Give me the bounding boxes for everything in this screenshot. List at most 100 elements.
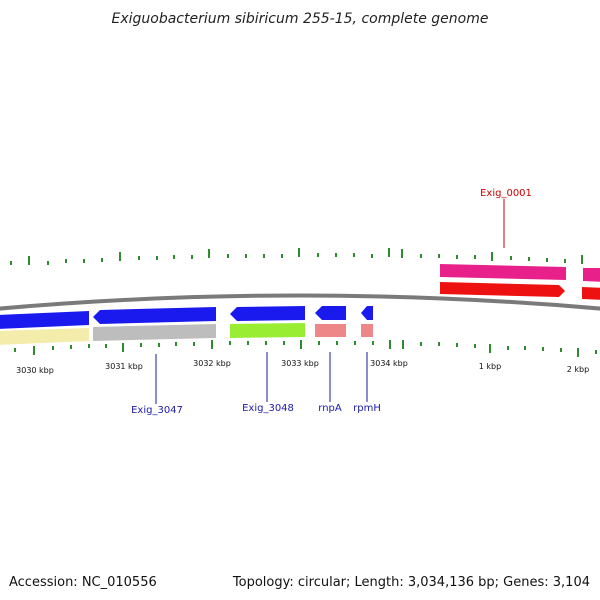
genome-title: Exiguobacterium sibiricum 255-15, comple… [111, 11, 488, 27]
tick-mark [158, 343, 160, 347]
genome-backbone [0, 293, 600, 311]
tick-mark [491, 252, 493, 261]
gene-labels: Exig_0001 Exig_3047 Exig_3048 rnpA rpmH [131, 188, 532, 416]
tick-mark [245, 254, 247, 258]
tick-mark [14, 348, 16, 352]
tick-mark [456, 255, 458, 259]
tick-mark [528, 257, 530, 261]
gene-label-rnpa[interactable]: rnpA [318, 403, 342, 414]
forward-strand-genes [440, 264, 600, 300]
tick-mark [336, 341, 338, 345]
tick-mark [438, 254, 440, 258]
tick-mark [101, 258, 103, 262]
tick-mark [372, 341, 374, 345]
gene-exig-3047-gray[interactable] [93, 324, 216, 341]
tick-mark [389, 340, 391, 349]
gene-label-exig-3048[interactable]: Exig_3048 [242, 403, 294, 414]
accession-text: Accession: NC_010556 [9, 575, 157, 590]
tick-mark [300, 340, 302, 349]
tick-mark [47, 261, 49, 265]
tick-mark [577, 348, 579, 357]
gene-label-exig-3047[interactable]: Exig_3047 [131, 405, 183, 416]
tick-mark [140, 343, 142, 347]
tick-mark [88, 344, 90, 348]
tick-mark [335, 253, 337, 257]
tick-mark [52, 346, 54, 350]
tick-mark [456, 343, 458, 347]
tick-mark [211, 340, 213, 349]
tick-mark [28, 256, 30, 265]
tick-mark [33, 346, 35, 355]
gene-rpmh-blue[interactable] [361, 306, 373, 320]
gene-exig-0001-outer[interactable] [440, 264, 566, 280]
tick-mark [138, 256, 140, 260]
tick-mark [524, 346, 526, 350]
gene-rnpa-blue[interactable] [315, 306, 346, 320]
tick-mark [265, 341, 267, 345]
tick-mark [546, 258, 548, 262]
gene-rnpa-salmon[interactable] [315, 324, 346, 337]
tick-mark [173, 255, 175, 259]
tick-mark [317, 253, 319, 257]
gene-leader-lines [155, 199, 505, 404]
tick-mark [474, 255, 476, 259]
tick-mark [283, 341, 285, 345]
gene-exig-3048-green[interactable] [230, 323, 305, 338]
tick-mark [229, 341, 231, 345]
gene-rpmh-salmon[interactable] [361, 324, 373, 337]
tick-mark [65, 259, 67, 263]
tick-mark [564, 259, 566, 263]
position-label: 1 kbp [479, 362, 501, 371]
position-label: 3032 kbp [193, 359, 231, 368]
tick-mark [507, 346, 509, 350]
gene-left-blue[interactable] [0, 311, 89, 329]
tick-mark [122, 343, 124, 352]
tick-mark [156, 256, 158, 260]
tick-mark [318, 341, 320, 345]
tick-mark [420, 342, 422, 346]
tick-mark [560, 348, 562, 352]
tick-mark [510, 256, 512, 260]
gene-exig-3048-blue[interactable] [230, 306, 305, 321]
tick-mark [227, 254, 229, 258]
tick-mark [401, 249, 403, 258]
tick-mark [542, 347, 544, 351]
tick-mark [193, 342, 195, 346]
tick-mark [354, 341, 356, 345]
tick-mark [298, 248, 300, 257]
tick-mark [388, 248, 390, 257]
tick-mark [402, 340, 404, 349]
gene-exig-3047-blue[interactable] [93, 307, 216, 324]
genome-summary-text: Topology: circular; Length: 3,034,136 bp… [232, 575, 590, 590]
tick-mark [474, 344, 476, 348]
tick-mark [175, 342, 177, 346]
tick-marks [10, 248, 597, 357]
tick-mark [83, 259, 85, 263]
tick-mark [353, 253, 355, 257]
gene-next-outer[interactable] [583, 268, 600, 282]
position-label: 3030 kbp [16, 366, 54, 375]
gene-left-yellow[interactable] [0, 328, 89, 345]
tick-mark [247, 341, 249, 345]
tick-mark [371, 254, 373, 258]
tick-mark [105, 344, 107, 348]
tick-mark [420, 254, 422, 258]
gene-label-rpmh[interactable]: rpmH [353, 403, 381, 414]
gene-label-exig-0001[interactable]: Exig_0001 [480, 188, 532, 199]
tick-mark [208, 249, 210, 258]
gene-exig-0001-inner[interactable] [440, 282, 565, 297]
reverse-strand-genes [0, 306, 373, 345]
position-label: 3031 kbp [105, 362, 143, 371]
position-label: 2 kbp [567, 365, 589, 374]
tick-mark [70, 345, 72, 349]
position-labels: 3030 kbp 3031 kbp 3032 kbp 3033 kbp 3034… [16, 359, 589, 375]
tick-mark [263, 254, 265, 258]
position-label: 3033 kbp [281, 359, 319, 368]
tick-mark [191, 255, 193, 259]
tick-mark [10, 261, 12, 265]
tick-mark [281, 254, 283, 258]
position-label: 3034 kbp [370, 359, 408, 368]
tick-mark [595, 350, 597, 354]
gene-next-inner[interactable] [582, 287, 600, 300]
